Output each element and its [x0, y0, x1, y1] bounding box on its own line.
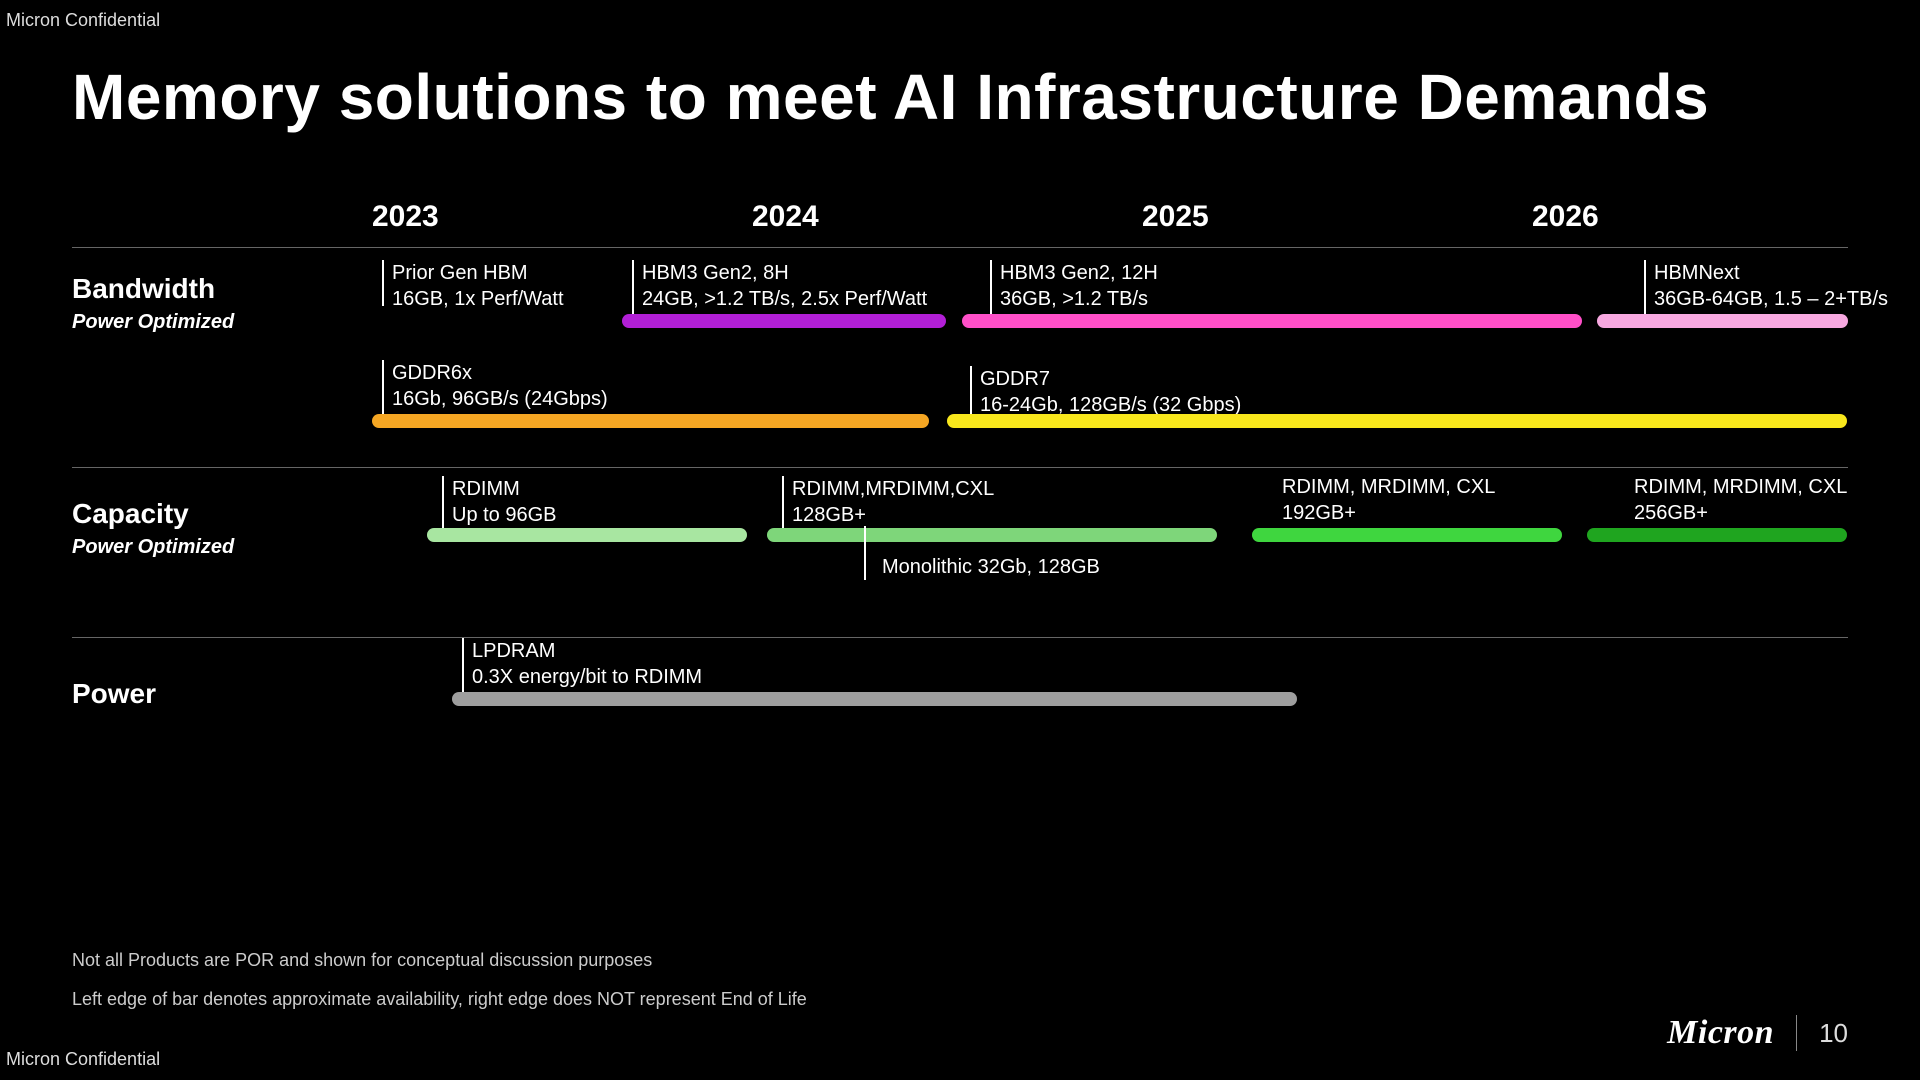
year-header-row: 2023 2024 2025 2026: [72, 200, 1848, 248]
year-2024: 2024: [752, 200, 819, 234]
item-gddr7-line1: GDDR7: [980, 366, 1241, 392]
slide-title: Memory solutions to meet AI Infrastructu…: [72, 60, 1709, 134]
item-monolithic-line1: Monolithic 32Gb, 128GB: [882, 554, 1100, 580]
track-capacity: RDIMMUp to 96GBRDIMM,MRDIMM,CXL128GB+RDI…: [312, 468, 1848, 638]
tick-lpdram: [462, 638, 464, 700]
item-gddr6x-line1: GDDR6x: [392, 360, 608, 386]
item-lpdram-line1: LPDRAM: [472, 638, 702, 664]
track-bandwidth: Prior Gen HBM16GB, 1x Perf/Watt HBM3 Gen2…: [312, 248, 1848, 468]
bar-rdimm-192: [1252, 528, 1562, 542]
item-hbmnext-line2: 36GB-64GB, 1.5 – 2+TB/s: [1654, 286, 1888, 312]
item-rdimm-192-line1: RDIMM, MRDIMM, CXL: [1282, 474, 1495, 500]
tick-hbm3-12h: [990, 260, 992, 322]
track-power: LPDRAM0.3X energy/bit to RDIMM: [312, 638, 1848, 748]
item-rdimm-256-line1: RDIMM, MRDIMM, CXL: [1634, 474, 1847, 500]
power-title: Power: [72, 678, 156, 710]
year-2026: 2026: [1532, 200, 1599, 234]
section-capacity: Capacity Power Optimized RDIMMUp to 96GB…: [72, 468, 1848, 638]
item-label-rdimm-128: RDIMM,MRDIMM,CXL128GB+: [792, 476, 994, 528]
item-hbmnext-line1: HBMNext: [1654, 260, 1888, 286]
confidential-bottom: Micron Confidential: [6, 1049, 160, 1070]
item-label-prior-hbm: Prior Gen HBM16GB, 1x Perf/Watt: [392, 260, 564, 312]
capacity-subtitle: Power Optimized: [72, 536, 234, 559]
tick-hbm3-8h: [632, 260, 634, 322]
item-label-gddr7: GDDR716-24Gb, 128GB/s (32 Gbps): [980, 366, 1241, 418]
item-hbm3-12h-line2: 36GB, >1.2 TB/s: [1000, 286, 1158, 312]
item-label-hbmnext: HBMNext36GB-64GB, 1.5 – 2+TB/s: [1654, 260, 1888, 312]
tick-gddr6x: [382, 360, 384, 422]
item-rdimm-128-line1: RDIMM,MRDIMM,CXL: [792, 476, 994, 502]
bar-hbmnext: [1597, 314, 1848, 328]
bar-lpdram: [452, 692, 1297, 706]
item-label-hbm3-12h: HBM3 Gen2, 12H36GB, >1.2 TB/s: [1000, 260, 1158, 312]
item-rdimm-192-line2: 192GB+: [1282, 500, 1495, 526]
micron-logo: Micron: [1667, 1014, 1774, 1052]
page-number: 10: [1819, 1018, 1848, 1049]
footnotes: Not all Products are POR and shown for c…: [72, 950, 807, 1010]
slide-root: Micron Confidential Micron Confidential …: [0, 0, 1920, 1080]
footer-divider: [1796, 1015, 1797, 1051]
bar-rdimm-256: [1587, 528, 1847, 542]
item-label-rdimm-192: RDIMM, MRDIMM, CXL192GB+: [1282, 474, 1495, 526]
item-label-gddr6x: GDDR6x16Gb, 96GB/s (24Gbps): [392, 360, 608, 412]
item-rdimm-96-line1: RDIMM: [452, 476, 557, 502]
capacity-title: Capacity: [72, 498, 234, 530]
bar-hbm3-8h: [622, 314, 946, 328]
item-label-rdimm-256: RDIMM, MRDIMM, CXL256GB+: [1634, 474, 1847, 526]
tick-hbmnext: [1644, 260, 1646, 322]
bar-hbm3-12h: [962, 314, 1582, 328]
bandwidth-title: Bandwidth: [72, 273, 234, 305]
item-prior-hbm-line2: 16GB, 1x Perf/Watt: [392, 286, 564, 312]
footnote-1: Not all Products are POR and shown for c…: [72, 950, 807, 971]
tick-rdimm-128: [782, 476, 784, 536]
bandwidth-subtitle: Power Optimized: [72, 311, 234, 334]
item-rdimm-96-line2: Up to 96GB: [452, 502, 557, 528]
item-hbm3-8h-line2: 24GB, >1.2 TB/s, 2.5x Perf/Watt: [642, 286, 927, 312]
item-rdimm-128-line2: 128GB+: [792, 502, 994, 528]
bar-gddr7: [947, 414, 1847, 428]
section-bandwidth-label: Bandwidth Power Optimized: [72, 273, 234, 334]
item-hbm3-12h-line1: HBM3 Gen2, 12H: [1000, 260, 1158, 286]
item-label-monolithic: Monolithic 32Gb, 128GB: [882, 554, 1100, 580]
tick-prior-hbm: [382, 260, 384, 306]
year-2023: 2023: [372, 200, 439, 234]
footnote-2: Left edge of bar denotes approximate ava…: [72, 989, 807, 1010]
timeline-area: 2023 2024 2025 2026 Bandwidth Power Opti…: [72, 200, 1848, 248]
section-power: Power LPDRAM0.3X energy/bit to RDIMM: [72, 638, 1848, 748]
footer-right: Micron 10: [1667, 1014, 1848, 1052]
item-prior-hbm-line1: Prior Gen HBM: [392, 260, 564, 286]
item-hbm3-8h-line1: HBM3 Gen2, 8H: [642, 260, 927, 286]
item-label-lpdram: LPDRAM0.3X energy/bit to RDIMM: [472, 638, 702, 690]
tick-monolithic: [864, 526, 866, 580]
item-rdimm-256-line2: 256GB+: [1634, 500, 1847, 526]
section-bandwidth: Bandwidth Power Optimized Prior Gen HBM1…: [72, 248, 1848, 468]
item-gddr6x-line2: 16Gb, 96GB/s (24Gbps): [392, 386, 608, 412]
confidential-top: Micron Confidential: [6, 10, 160, 31]
item-label-rdimm-96: RDIMMUp to 96GB: [452, 476, 557, 528]
year-2025: 2025: [1142, 200, 1209, 234]
section-capacity-label: Capacity Power Optimized: [72, 498, 234, 559]
bar-gddr6x: [372, 414, 929, 428]
bar-rdimm-128: [767, 528, 1217, 542]
item-lpdram-line2: 0.3X energy/bit to RDIMM: [472, 664, 702, 690]
tick-rdimm-96: [442, 476, 444, 536]
item-label-hbm3-8h: HBM3 Gen2, 8H24GB, >1.2 TB/s, 2.5x Perf/…: [642, 260, 927, 312]
section-power-label: Power: [72, 678, 156, 710]
bar-rdimm-96: [427, 528, 747, 542]
